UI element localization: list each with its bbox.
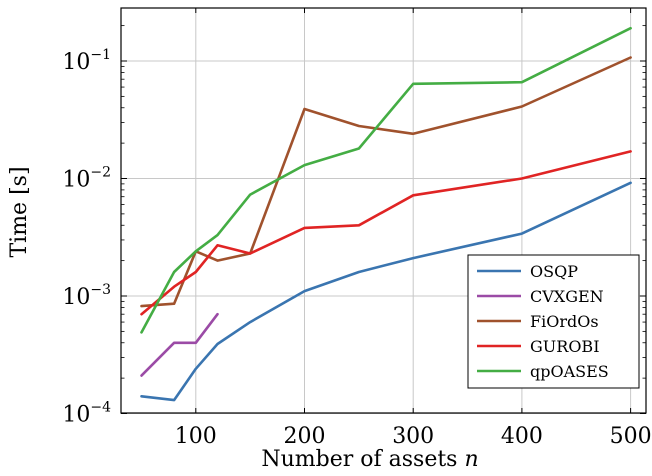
x-tick-label: 100 [175,424,217,449]
x-axis-title-text: Number of assets [261,447,457,472]
series-line-gurobi [140,150,632,316]
axis-ticks [121,8,646,414]
legend-label-gurobi: GUROBI [530,337,600,356]
x-tick-label: 300 [392,424,434,449]
legend-label-cvxgen: CVXGEN [530,287,604,306]
y-tick-label: 10−2 [62,165,111,193]
plot-frame [120,7,647,414]
series-line-qpoases [140,26,632,334]
series-lines [140,26,632,402]
x-tick-label: 400 [501,424,543,449]
x-tick-label: 200 [284,424,326,449]
x-axis-title: Number of assets n [261,447,478,472]
y-tick-labels: 10−4 10−3 10−2 10−1 [62,47,111,428]
y-tick-label: 10−1 [62,47,111,75]
x-axis-variable: n [464,447,478,472]
y-axis-title: Time [s] [7,166,32,257]
y-tick-label: 10−3 [62,282,111,310]
legend-label-qpoases: qpOASES [530,362,609,381]
y-tick-label: 10−4 [62,400,111,428]
series-line-osqp [140,181,632,402]
x-tick-labels: 100 200 300 400 500 [175,424,652,449]
legend-label-osqp: OSQP [530,262,578,281]
x-tick-label: 500 [610,424,652,449]
legend-label-fiordos: FiOrdOs [530,312,599,331]
series-line-cvxgen [140,312,219,377]
legend: OSQP CVXGEN FiOrdOs GUROBI qpOASES [467,254,640,389]
